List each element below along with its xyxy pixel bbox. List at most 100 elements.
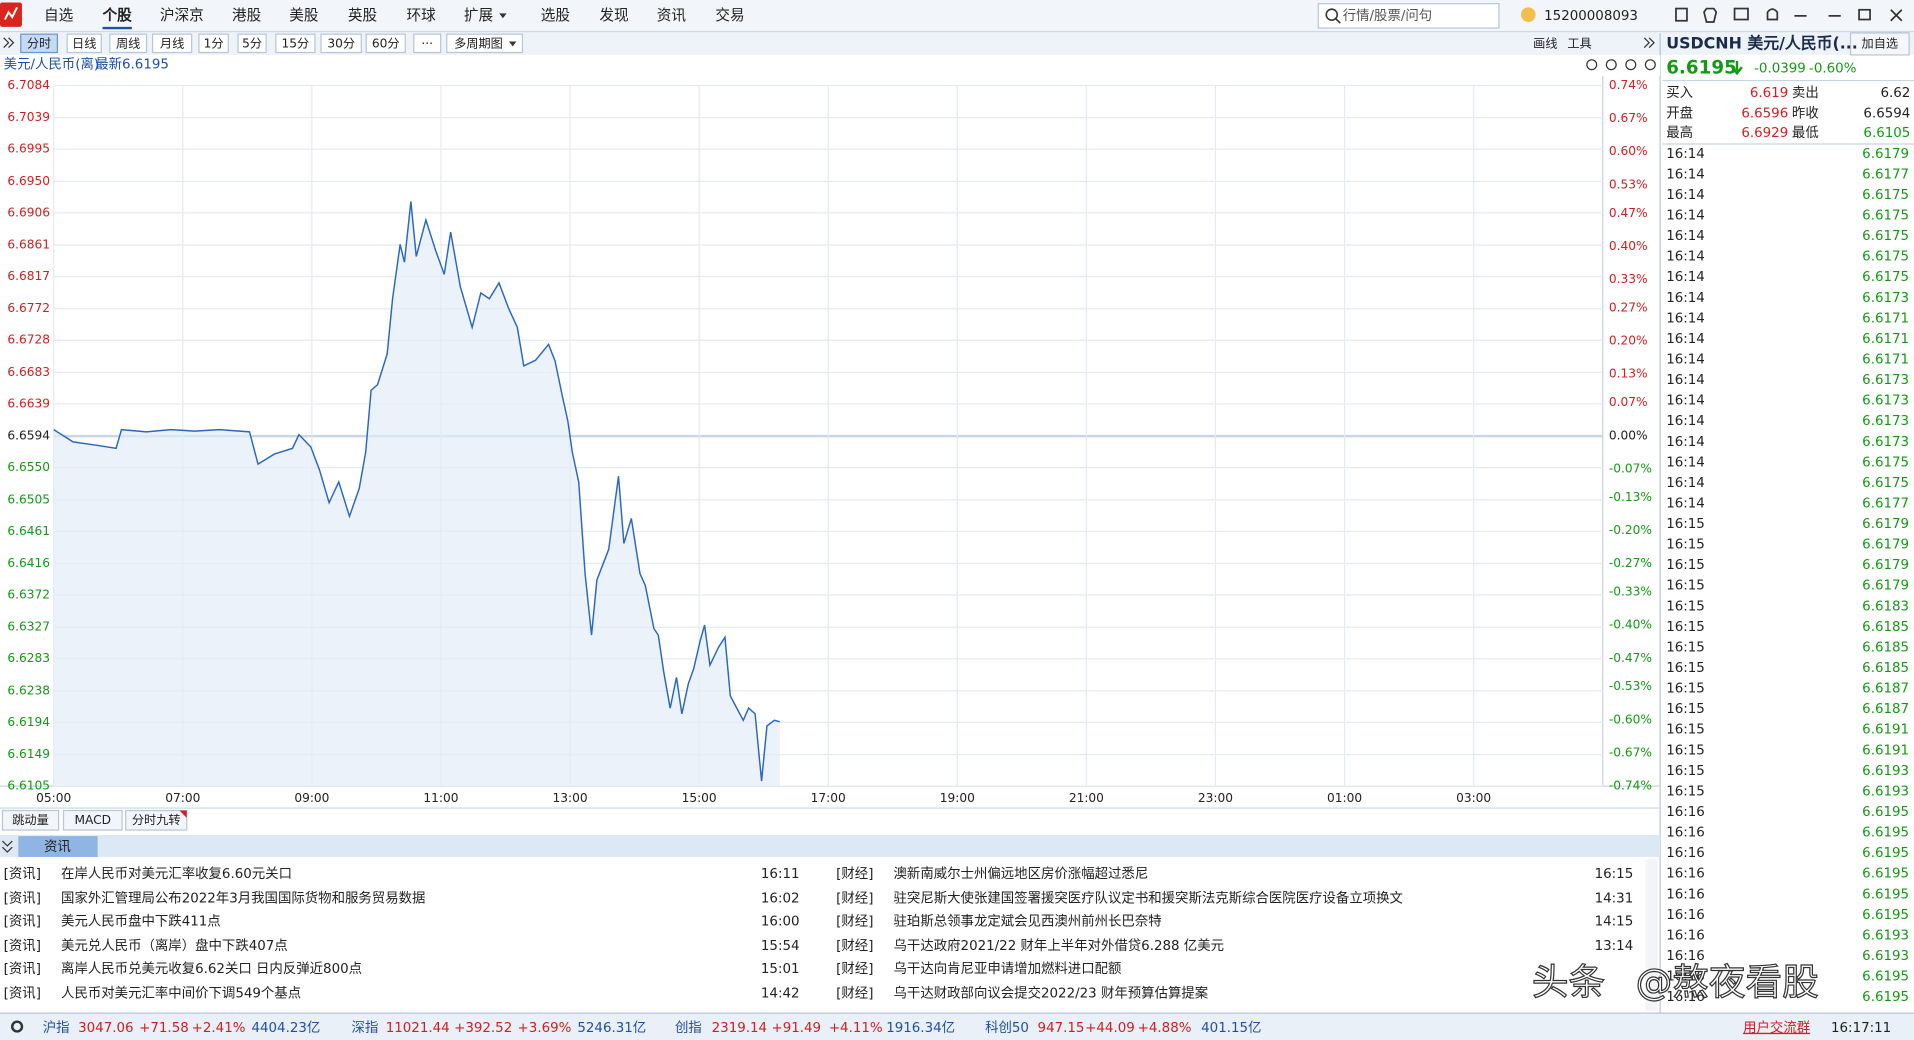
news-time[interactable]: 14:42 xyxy=(761,987,800,1002)
menu-item[interactable]: 交易 xyxy=(715,6,744,24)
news-title[interactable]: 澳新南威尔士州偏远地区房价涨幅超过悉尼 xyxy=(894,866,1149,882)
news-tag[interactable]: [资讯] xyxy=(4,986,41,1002)
add-watch-button[interactable] xyxy=(1849,32,1910,56)
menu-item[interactable]: 港股 xyxy=(232,7,262,24)
icon[interactable] xyxy=(1733,7,1749,21)
news-time[interactable]: 15:01 xyxy=(761,962,800,977)
menu-item[interactable]: 个股 xyxy=(102,7,133,24)
news-time[interactable]: 16:11 xyxy=(761,867,800,882)
period-label[interactable]: 15分 xyxy=(282,36,310,50)
news-time[interactable]: 16:02 xyxy=(761,891,800,906)
news-time[interactable]: 16:00 xyxy=(761,915,800,930)
period-button[interactable] xyxy=(237,33,267,54)
menu-item[interactable]: 沪深京 xyxy=(160,7,204,24)
news-title[interactable]: 乌干达政府2021/22 财年上半年对外借贷6.288 亿美元 xyxy=(894,938,1225,954)
period-label[interactable]: 周线 xyxy=(116,36,140,50)
icon[interactable] xyxy=(1605,59,1617,71)
news-tag[interactable]: [资讯] xyxy=(4,866,41,882)
news-tag[interactable]: [财经] xyxy=(836,961,873,977)
news-tag[interactable]: [资讯] xyxy=(4,938,41,954)
period-label[interactable]: 5分 xyxy=(242,36,262,50)
indicator-tab[interactable] xyxy=(1,809,60,831)
add-watch-label[interactable]: 加自选 xyxy=(1862,36,1899,50)
menu-item[interactable]: 自选 xyxy=(44,7,74,24)
expand-icon[interactable] xyxy=(3,37,15,49)
news-time[interactable]: 14:15 xyxy=(1595,915,1634,930)
news-title[interactable]: 乌干达财政部向议会提交2022/23 财年预算估算提案 xyxy=(894,985,1209,1002)
news-time[interactable]: 13:14 xyxy=(1595,939,1634,954)
search-placeholder[interactable]: 行情/股票/问句 xyxy=(1343,8,1432,24)
indicator-tab[interactable] xyxy=(125,809,188,831)
news-time[interactable]: 15:54 xyxy=(761,939,800,954)
news-title[interactable]: 人民币对美元汇率中间价下调549个基点 xyxy=(61,985,301,1002)
expand-icon[interactable] xyxy=(1643,37,1655,49)
maximize[interactable] xyxy=(1858,8,1871,21)
menu-item[interactable]: 扩展 xyxy=(464,7,494,24)
news-tag[interactable]: [资讯] xyxy=(4,961,41,977)
menu-item[interactable]: 发现 xyxy=(599,7,628,24)
indicator-label[interactable]: MACD xyxy=(75,813,112,827)
period-label[interactable]: 1分 xyxy=(204,36,224,50)
period-button[interactable] xyxy=(365,33,406,54)
tool-label[interactable]: 画线 xyxy=(1533,36,1557,50)
period-button[interactable] xyxy=(109,33,148,54)
icon[interactable] xyxy=(1766,8,1779,21)
period-button[interactable] xyxy=(446,33,524,54)
icon[interactable] xyxy=(1675,7,1688,22)
menu-item[interactable]: 英股 xyxy=(348,6,378,24)
news-time[interactable]: 14:31 xyxy=(1595,891,1634,906)
period-button[interactable] xyxy=(198,33,229,54)
news-tag[interactable]: [财经] xyxy=(836,914,873,930)
news-tag[interactable]: [资讯] xyxy=(4,890,41,906)
period-label[interactable]: 60分 xyxy=(372,36,400,50)
news-title[interactable]: 驻突尼斯大使张建国签署援突医疗队议定书和援突斯法克斯综合医院医疗设备立项换文 xyxy=(894,889,1403,906)
period-label[interactable]: ··· xyxy=(421,36,433,50)
period-button[interactable] xyxy=(66,33,102,54)
tool-label[interactable]: 工具 xyxy=(1567,36,1591,50)
news-tag[interactable]: [财经] xyxy=(836,986,873,1002)
account[interactable]: 15200008093 xyxy=(1544,9,1638,24)
avatar[interactable] xyxy=(1520,7,1536,22)
news-title[interactable]: 国家外汇管理局公布2022年3月我国国际货物和服务贸易数据 xyxy=(61,889,425,906)
indicator-tab[interactable] xyxy=(62,809,123,831)
group-link[interactable]: 用户交流群 xyxy=(1743,1019,1810,1036)
menu-item[interactable]: 环球 xyxy=(406,7,436,24)
icon[interactable] xyxy=(1586,59,1598,71)
menu-item[interactable]: 选股 xyxy=(541,7,571,24)
period-button[interactable] xyxy=(413,33,442,54)
news-title[interactable]: 美元人民币盘中下跌411点 xyxy=(61,913,221,930)
close[interactable] xyxy=(1890,9,1903,22)
scrollbar[interactable] xyxy=(1645,859,1658,1011)
news-title[interactable]: 在岸人民币对美元汇率收复6.60元关口 xyxy=(61,865,292,882)
period-label[interactable]: 日线 xyxy=(72,36,96,50)
settings-icon[interactable] xyxy=(10,1020,24,1033)
period-button[interactable] xyxy=(151,33,193,54)
period-label[interactable]: 多周期图 xyxy=(454,36,503,50)
news-tag[interactable]: [财经] xyxy=(836,938,873,954)
collapse-icon[interactable] xyxy=(2,840,13,853)
news-tag[interactable]: [资讯] xyxy=(4,914,41,930)
search-box[interactable] xyxy=(1317,3,1500,29)
menu-item[interactable]: 资讯 xyxy=(657,7,687,24)
period-button[interactable] xyxy=(320,33,362,54)
news-tab-label[interactable]: 资讯 xyxy=(44,839,71,855)
icon[interactable] xyxy=(1625,59,1637,71)
period-label[interactable]: 月线 xyxy=(160,36,184,50)
icon[interactable] xyxy=(1644,59,1656,71)
indicator-label[interactable]: 分时九转 xyxy=(132,812,181,827)
news-title[interactable]: 离岸人民币兑美元收复6.62关口 日内反弹近800点 xyxy=(61,960,362,977)
news-tag[interactable]: [财经] xyxy=(836,890,873,906)
news-tag[interactable]: [财经] xyxy=(836,866,873,882)
period-button[interactable] xyxy=(20,33,58,54)
index-name[interactable]: 创指 xyxy=(675,1020,702,1036)
index-name[interactable]: 深指 xyxy=(352,1020,379,1036)
news-title[interactable]: 驻珀斯总领事龙定斌会见西澳州前州长巴奈特 xyxy=(894,913,1162,930)
icon[interactable] xyxy=(1703,7,1718,23)
index-name[interactable]: 沪指 xyxy=(43,1020,70,1036)
period-button[interactable] xyxy=(275,33,316,54)
index-name[interactable]: 科创50 xyxy=(985,1020,1029,1036)
news-time[interactable]: 16:15 xyxy=(1595,867,1634,882)
news-tab[interactable] xyxy=(18,836,98,857)
period-label[interactable]: 30分 xyxy=(327,36,355,50)
menu-item[interactable]: 美股 xyxy=(289,7,319,24)
